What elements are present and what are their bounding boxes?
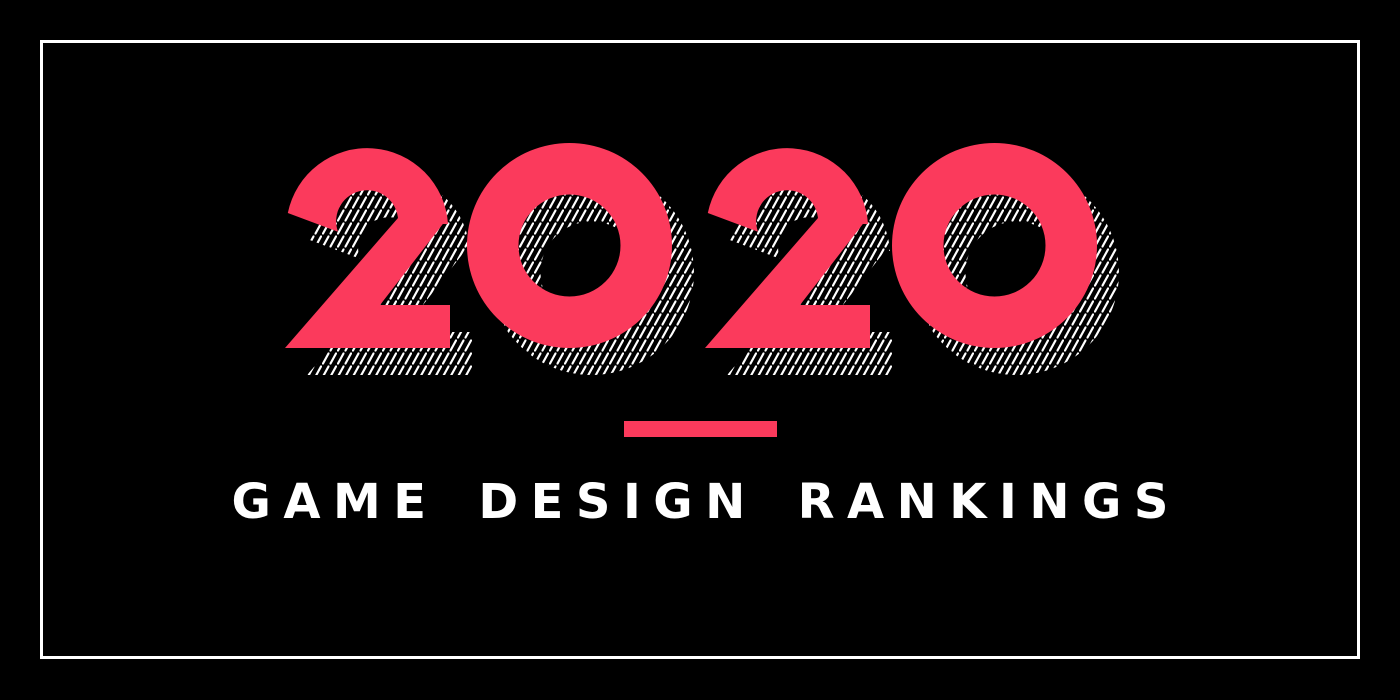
year-2020-svg xyxy=(285,143,1119,375)
year-graphic: 2020 xyxy=(285,143,1123,383)
year-fill-layer xyxy=(285,143,1097,348)
banner-title: GAME DESIGN RANKINGS xyxy=(231,474,1181,530)
border-frame xyxy=(40,40,1360,659)
divider-dash xyxy=(624,421,777,437)
